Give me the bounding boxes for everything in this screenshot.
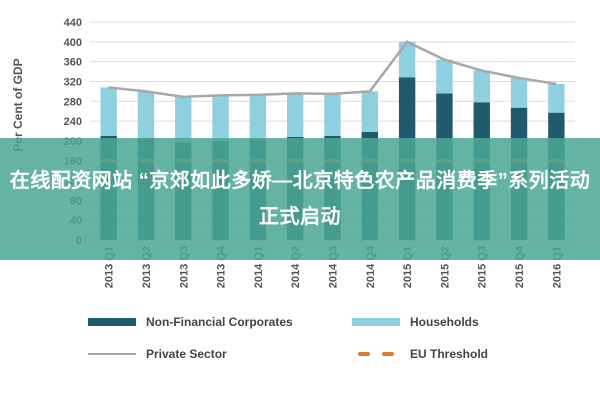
bar-households (286, 93, 304, 137)
legend-label-eu-threshold: EU Threshold (410, 347, 489, 361)
line-private-sector (108, 40, 557, 99)
y-tick-label: 360 (64, 57, 82, 69)
y-tick-label: 240 (64, 116, 82, 128)
legend-swatch-eu-threshold (352, 350, 400, 358)
legend-swatch-households (352, 318, 400, 326)
y-tick-label: 400 (64, 37, 82, 49)
chart-legend: Non-Financial Corporates Households Priv… (0, 300, 600, 400)
bar-households (212, 95, 229, 141)
bar-households (324, 93, 341, 136)
legend-label-private-sector: Private Sector (146, 347, 227, 361)
legend-label-households: Households (410, 315, 479, 329)
y-tick-label: 320 (64, 76, 82, 88)
bar-households (249, 94, 267, 140)
legend-swatch-private-sector (88, 353, 136, 355)
bar-households (175, 96, 192, 143)
bar-households (100, 87, 117, 136)
bar-households (548, 83, 565, 113)
bar-households (398, 41, 416, 78)
y-axis-label: Per Cent of GDP (11, 58, 25, 151)
bar-households (361, 91, 379, 132)
bar-households (137, 91, 155, 139)
bar-households (473, 70, 490, 103)
legend-swatch-non-financial (88, 318, 136, 326)
y-tick-label: 440 (64, 17, 82, 29)
legend-item-non-financial: Non-Financial Corporates (88, 315, 293, 329)
headline-banner[interactable]: 在线配资网站 “京郊如此多娇—北京特色农产品消费季”系列活动正式启动 (0, 138, 600, 260)
legend-item-eu-threshold: EU Threshold (352, 347, 488, 361)
bar-households (510, 77, 528, 108)
legend-label-non-financial: Non-Financial Corporates (146, 315, 293, 329)
headline-text[interactable]: 在线配资网站 “京郊如此多娇—北京特色农产品消费季”系列活动正式启动 (9, 170, 591, 228)
bar-households (436, 59, 453, 94)
y-tick-label: 280 (64, 96, 82, 108)
legend-item-households: Households (352, 315, 479, 329)
legend-item-private-sector: Private Sector (88, 347, 227, 361)
